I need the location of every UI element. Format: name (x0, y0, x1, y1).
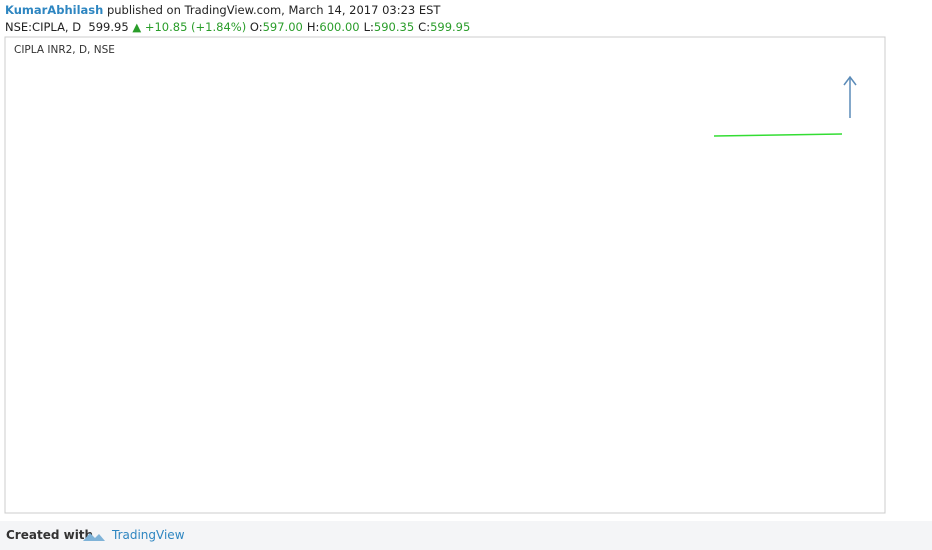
header: KumarAbhilash published on TradingView.c… (5, 2, 474, 36)
quote-value: 600.00 (319, 20, 360, 34)
brand: TradingView (112, 528, 185, 542)
symbol: NSE:CIPLA, D (5, 20, 82, 34)
change: +10.85 (+1.84%) (144, 20, 247, 34)
chart: CIPLA INR2, D, NSE (4, 36, 886, 514)
quote-value: 597.00 (262, 20, 303, 34)
arrow-head (843, 75, 857, 86)
price: 599.95 (88, 20, 129, 34)
up-icon: ▲ (132, 20, 142, 34)
trend-line (713, 133, 843, 137)
quote-label: O: (249, 20, 263, 34)
quote-value: 599.95 (430, 20, 471, 34)
footer: Created with TradingView (0, 521, 932, 550)
legend: CIPLA INR2, D, NSE (14, 44, 115, 56)
logo (83, 533, 105, 541)
header-line: KumarAbhilash published on TradingView.c… (5, 2, 474, 19)
quote-label: L: (363, 20, 374, 34)
quote-value: 590.35 (373, 20, 415, 34)
author: KumarAbhilash (5, 3, 104, 17)
published: published on TradingView.com, March 14, … (106, 3, 441, 17)
quote-label: C: (418, 20, 431, 34)
quote-line: NSE:CIPLA, D 599.95 ▲ +10.85 (+1.84%) O:… (5, 19, 474, 36)
quote: O:597.00 H:600.00 L:590.35 C:599.95 (250, 20, 474, 34)
created-with: Created with (6, 528, 94, 542)
plot-frame (4, 36, 886, 514)
quote-label: H: (306, 20, 320, 34)
